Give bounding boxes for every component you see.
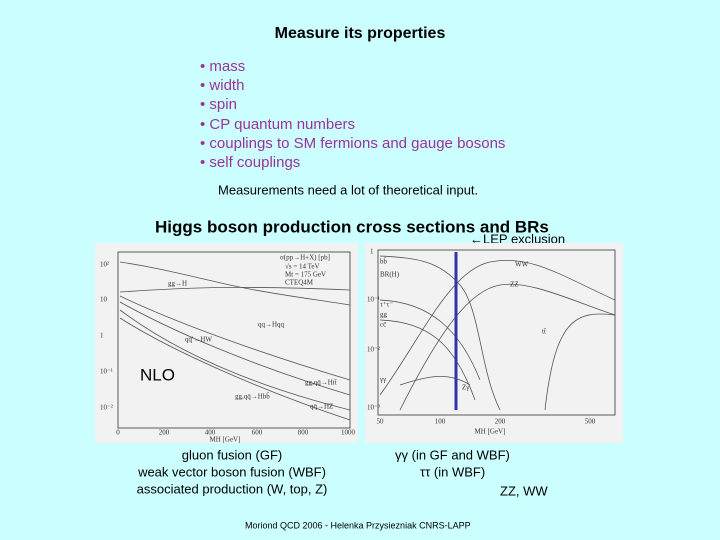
y-tick-label: 10⁻¹ xyxy=(367,296,380,304)
y-tick-label: 1 xyxy=(100,332,104,340)
plot-label: gg,qq̄→Hbb̄ xyxy=(235,393,270,401)
plot-label: gg,qq̄→Htt̄ xyxy=(305,379,338,387)
plot-label: √s = 14 TeV xyxy=(285,263,320,271)
plot-label: Mt = 175 GeV xyxy=(285,271,326,279)
plot-label: BR(H) xyxy=(380,271,400,279)
frame xyxy=(377,249,616,416)
curve xyxy=(399,375,471,386)
x-tick-label: 200 xyxy=(159,429,170,437)
nlo-label: NLO xyxy=(140,365,175,384)
plot-label: σ(pp→H+X) [pb] xyxy=(280,254,330,262)
curve xyxy=(379,259,616,396)
left-figure: σ(pp→H+X) [pb] √s = 14 TeV Mt = 175 GeV … xyxy=(95,243,358,444)
title: Measure its properties xyxy=(275,25,446,42)
curve xyxy=(119,295,351,381)
plot-label: qq̄→HZ xyxy=(310,403,333,411)
plot-label: γγ xyxy=(379,376,386,384)
footer: Moriond QCD 2006 - Helenka Przysiezniak … xyxy=(245,520,471,530)
curve xyxy=(119,261,351,306)
plot-label: gg xyxy=(380,311,388,319)
curve xyxy=(119,309,351,411)
caption: weak vector boson fusion (WBF) xyxy=(137,464,326,479)
plot-label: CTEQ4M xyxy=(285,279,314,287)
y-tick-label: 10² xyxy=(100,261,109,269)
caption: associated production (W, top, Z) xyxy=(137,481,328,496)
bullet: • width xyxy=(200,77,244,94)
plot-label: τ⁺τ⁻ xyxy=(380,301,393,309)
bullet: • couplings to SM fermions and gauge bos… xyxy=(200,135,505,152)
plot-label: qq̄'→HW xyxy=(185,336,212,344)
x-axis-label: MH [GeV] xyxy=(210,436,241,444)
curve xyxy=(119,317,351,421)
y-tick-label: 10⁻¹ xyxy=(100,368,113,376)
y-tick-label: 10⁻³ xyxy=(367,404,380,412)
caption: gluon fusion (GF) xyxy=(182,447,282,462)
curve xyxy=(399,283,616,411)
y-tick-label: 10⁻² xyxy=(100,404,113,412)
x-tick-label: 200 xyxy=(495,418,506,426)
x-tick-label: 400 xyxy=(205,429,216,437)
plot-label: cc̄ xyxy=(380,321,387,329)
y-tick-label: 1 xyxy=(370,248,374,256)
section-title: Higgs boson production cross sections an… xyxy=(155,217,549,236)
y-tick-label: 10⁻² xyxy=(367,346,380,354)
x-tick-label: 600 xyxy=(252,429,263,437)
figure-bg xyxy=(365,243,623,443)
curve xyxy=(544,313,616,411)
curve xyxy=(379,299,481,381)
bullet: • self couplings xyxy=(200,154,300,171)
caption: ZZ, WW xyxy=(500,483,548,498)
caption: ττ (in WBF) xyxy=(420,464,485,479)
bullet: • mass xyxy=(200,58,245,75)
curve xyxy=(119,301,351,396)
plot-label: WW xyxy=(515,261,529,269)
y-tick-label: 10 xyxy=(100,296,108,304)
x-tick-label: 0 xyxy=(116,429,120,437)
curve xyxy=(119,286,351,293)
x-tick-label: 50 xyxy=(377,418,385,426)
x-tick-label: 500 xyxy=(585,418,596,426)
plot-label: tt̄ xyxy=(542,328,547,336)
frame xyxy=(117,251,351,429)
note: Measurements need a lot of theoretical i… xyxy=(218,182,478,197)
figure-bg xyxy=(95,243,358,443)
curve xyxy=(379,255,501,411)
bullet: • spin xyxy=(200,96,237,113)
x-tick-label: 1000 xyxy=(341,429,356,437)
plot-label: bb̄ xyxy=(380,258,388,266)
plot-label: Zγ xyxy=(462,384,469,392)
caption: γγ (in GF and WBF) xyxy=(395,447,510,462)
x-tick-label: 100 xyxy=(435,418,446,426)
plot-label: gg→H xyxy=(168,280,187,288)
plot-label: qq→Hqq xyxy=(258,321,285,329)
x-tick-label: 800 xyxy=(298,429,309,437)
lep-label: ←LEP exclusion xyxy=(470,231,565,246)
right-figure: bb̄ BR(H) τ⁺τ⁻ cc̄ gg γγ Zγ WW ZZ tt̄ 1 … xyxy=(365,243,623,443)
x-axis-label: MH [GeV] xyxy=(475,428,506,436)
plot-label: ZZ xyxy=(510,281,519,289)
bullet: • CP quantum numbers xyxy=(200,116,355,133)
